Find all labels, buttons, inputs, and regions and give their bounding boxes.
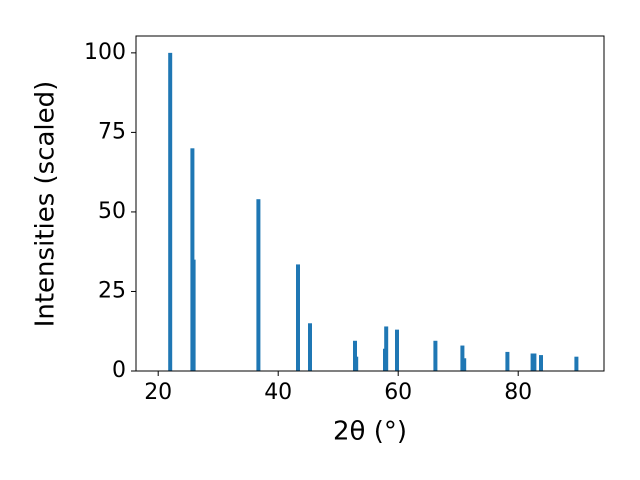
- bar: [574, 356, 579, 371]
- bar: [353, 340, 357, 371]
- bar: [395, 329, 399, 371]
- bar: [168, 52, 173, 371]
- bar: [505, 351, 510, 371]
- plot-frame: [135, 35, 605, 372]
- y-tick-label: 0: [112, 358, 126, 383]
- y-axis-label: Intensities (scaled): [31, 81, 61, 328]
- y-tick-label: 25: [98, 278, 126, 303]
- bar: [296, 264, 300, 371]
- bar: [191, 259, 196, 371]
- bar: [354, 356, 359, 371]
- bar: [532, 353, 537, 371]
- x-axis-label: 2θ (°): [333, 417, 407, 447]
- y-tick-label: 50: [98, 199, 126, 224]
- x-tick-label: 80: [504, 380, 532, 405]
- y-tick-label: 75: [98, 119, 126, 144]
- bar: [462, 358, 467, 371]
- y-tick-label: 100: [84, 40, 126, 65]
- x-tick-label: 20: [144, 380, 172, 405]
- bar: [308, 323, 312, 371]
- x-tick-label: 60: [384, 380, 412, 405]
- bar: [256, 199, 261, 371]
- bar: [539, 355, 543, 371]
- x-tick-label: 40: [264, 380, 292, 405]
- bar: [384, 326, 389, 371]
- bar: [433, 340, 438, 371]
